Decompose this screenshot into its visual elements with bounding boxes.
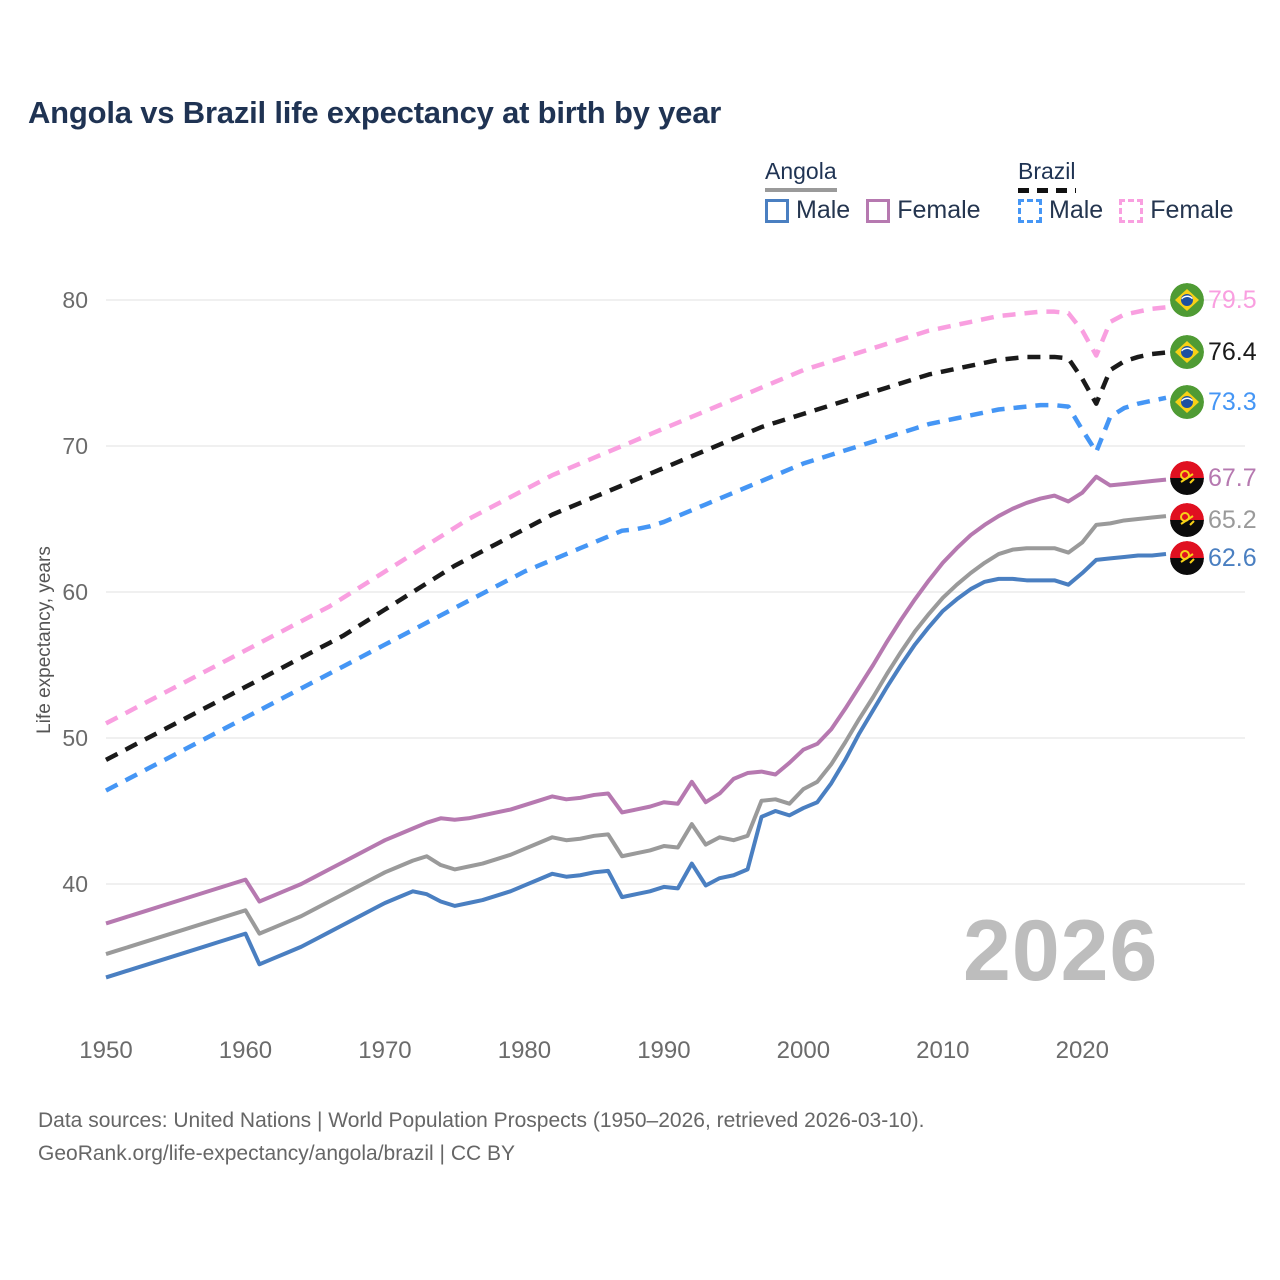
x-axis-tick: 1990 bbox=[637, 1037, 690, 1064]
x-axis-tick: 2000 bbox=[777, 1037, 830, 1064]
legend-brazil-rule bbox=[1018, 188, 1076, 193]
legend-group-angola: Angola Male Female bbox=[765, 158, 981, 224]
brazil-flag-icon bbox=[1170, 335, 1204, 369]
end-label-value: 79.5 bbox=[1208, 286, 1257, 314]
legend-angola-rule bbox=[765, 188, 837, 192]
legend-swatch-brazil-male bbox=[1018, 198, 1042, 223]
end-label-value: 62.6 bbox=[1208, 544, 1257, 572]
page-title: Angola vs Brazil life expectancy at birt… bbox=[28, 95, 722, 130]
brazil-flag-icon bbox=[1170, 283, 1204, 317]
y-axis-tick: 40 bbox=[62, 871, 88, 897]
footer-line-1: Data sources: United Nations | World Pop… bbox=[38, 1109, 925, 1132]
legend-group-brazil: Brazil Male Female bbox=[1018, 158, 1234, 224]
legend-group-angola-title: Angola bbox=[765, 158, 837, 184]
legend-label-angola-male: Male bbox=[796, 196, 851, 224]
end-label-value: 73.3 bbox=[1208, 388, 1257, 416]
y-axis-tick: 80 bbox=[62, 287, 88, 313]
x-axis-tick: 2010 bbox=[916, 1037, 969, 1064]
y-axis-tick: 70 bbox=[62, 433, 88, 459]
year-watermark: 2026 bbox=[963, 903, 1159, 999]
end-label-value: 67.7 bbox=[1208, 464, 1257, 492]
footer-line-2[interactable]: GeoRank.org/life-expectancy/angola/brazi… bbox=[38, 1141, 516, 1165]
legend-label-brazil-male: Male bbox=[1049, 196, 1104, 224]
angola-flag-icon bbox=[1170, 461, 1204, 495]
x-axis-tick: 1970 bbox=[358, 1037, 411, 1064]
series-line-angola-total bbox=[105, 514, 1167, 956]
legend-swatch-angola-female bbox=[866, 198, 891, 223]
x-axis-tick: 1960 bbox=[219, 1037, 272, 1064]
legend-item-brazil-male[interactable]: Male bbox=[1018, 196, 1103, 225]
legend-item-angola-male[interactable]: Male bbox=[765, 196, 850, 225]
series-line-brazil-male bbox=[104, 395, 1167, 793]
series-line-angola-male bbox=[105, 552, 1167, 980]
series-line-brazil-female bbox=[104, 305, 1167, 726]
legend-item-brazil-female[interactable]: Female bbox=[1119, 196, 1234, 225]
legend-label-angola-female: Female bbox=[897, 196, 981, 224]
x-axis-tick: 1950 bbox=[79, 1037, 132, 1064]
y-axis-tick: 50 bbox=[62, 725, 88, 751]
legend-swatch-angola-male bbox=[765, 198, 789, 223]
x-axis-tick: 2020 bbox=[1056, 1037, 1109, 1064]
chart-footer: Data sources: United Nations | World Pop… bbox=[38, 1105, 924, 1170]
end-label-value: 76.4 bbox=[1208, 338, 1257, 366]
angola-flag-icon bbox=[1170, 503, 1204, 537]
legend-label-brazil-female: Female bbox=[1150, 196, 1234, 224]
legend-group-brazil-title: Brazil bbox=[1018, 158, 1076, 184]
chart-legend: Angola Male Female Brazil bbox=[760, 158, 1260, 238]
brazil-flag-icon bbox=[1170, 385, 1204, 419]
end-label-value: 65.2 bbox=[1208, 506, 1257, 534]
legend-swatch-brazil-female bbox=[1119, 198, 1144, 223]
y-axis-label: Life expectancy, years bbox=[34, 546, 55, 734]
x-axis-tick: 1980 bbox=[498, 1037, 551, 1064]
y-axis-tick: 60 bbox=[62, 579, 88, 605]
series-line-angola-female bbox=[105, 474, 1167, 926]
legend-item-angola-female[interactable]: Female bbox=[866, 196, 981, 225]
angola-flag-icon bbox=[1170, 541, 1204, 575]
series-line-brazil-total bbox=[104, 350, 1167, 762]
